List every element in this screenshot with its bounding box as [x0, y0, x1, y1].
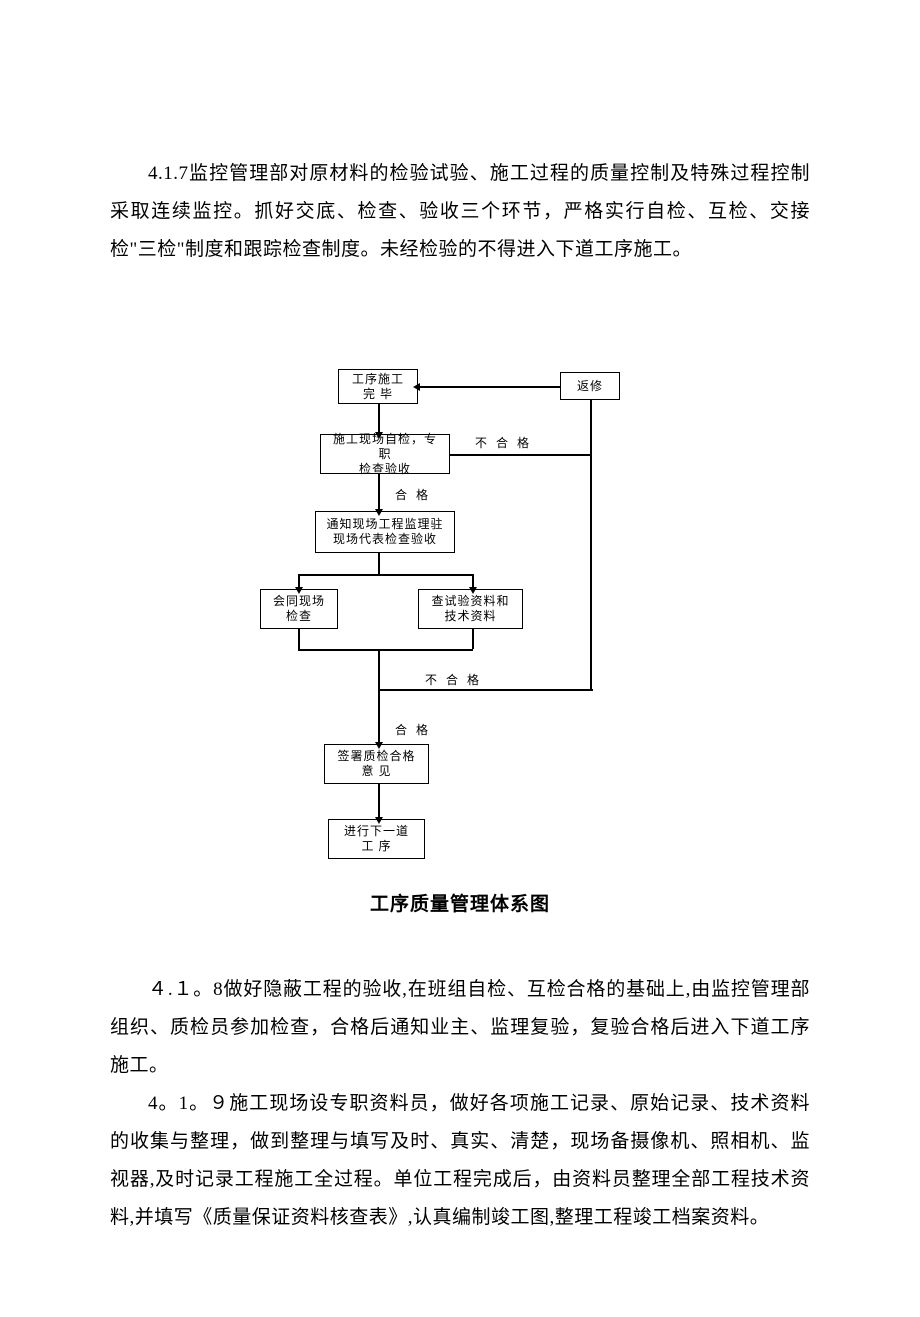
flowchart-line: [378, 553, 380, 574]
arrow-down-icon: [375, 742, 383, 749]
arrow-down-icon: [469, 587, 477, 594]
flowchart-line: [418, 386, 560, 388]
flowchart-node-n2: 施工现场自检，专职检查验收: [320, 434, 450, 474]
process-quality-flowchart: 工序施工完 毕 返修施工现场自检，专职检查验收通知现场工程监理驻现场代表检查验收会…: [260, 369, 660, 859]
flowchart-line: [472, 629, 474, 649]
arrow-down-icon: [375, 817, 383, 824]
paragraph-4-1-7: 4.1.7监控管理部对原材料的检验试验、施工过程的质量控制及特殊过程控制采取连续…: [110, 155, 810, 269]
flowchart-line: [378, 689, 593, 691]
arrow-down-icon: [375, 509, 383, 516]
flowchart-line: [590, 400, 592, 690]
flowchart-node-n3: 通知现场工程监理驻现场代表检查验收: [315, 511, 455, 553]
flowchart-node-n6: 进行下一道工 序: [328, 819, 425, 859]
paragraph-4-1-9: 4。1。９施工现场设专职资料员，做好各项施工记录、原始记录、技术资料的收集与整理…: [110, 1085, 810, 1237]
flowchart-line: [378, 689, 380, 744]
flowchart-line: [378, 784, 380, 819]
flowchart-label-fail1: 不 合 格: [475, 437, 532, 449]
flowchart-label-pass2: 合 格: [395, 724, 431, 736]
flowchart-label-fail2: 不 合 格: [425, 674, 482, 686]
flowchart-container: 工序施工完 毕 返修施工现场自检，专职检查验收通知现场工程监理驻现场代表检查验收会…: [110, 369, 810, 859]
flowchart-node-n_rework: 返修: [560, 372, 620, 400]
arrow-left-icon: [413, 383, 420, 391]
document-page: 4.1.7监控管理部对原材料的检验试验、施工过程的质量控制及特殊过程控制采取连续…: [0, 0, 920, 1317]
flowchart-line: [378, 649, 380, 689]
flowchart-node-n5: 签署质检合格意 见: [324, 744, 429, 784]
flowchart-node-n4a: 会同现场检查: [260, 589, 338, 629]
flowchart-node-n4b: 查试验资料和技术资料: [418, 589, 523, 629]
flowchart-node-n1: 工序施工完 毕: [338, 369, 418, 404]
flowchart-line: [298, 574, 473, 576]
arrow-down-icon: [295, 587, 303, 594]
flowchart-line: [450, 454, 590, 456]
flowchart-line: [298, 649, 473, 651]
flowchart-caption: 工序质量管理体系图: [110, 889, 810, 916]
arrow-down-icon: [375, 432, 383, 439]
flowchart-line: [378, 474, 380, 511]
flowchart-line: [378, 404, 380, 434]
flowchart-label-pass1: 合 格: [395, 489, 431, 501]
paragraph-4-1-8: ４.１。8做好隐蔽工程的验收,在班组自检、互检合格的基础上,由监控管理部组织、质…: [110, 971, 810, 1085]
flowchart-line: [298, 629, 300, 649]
